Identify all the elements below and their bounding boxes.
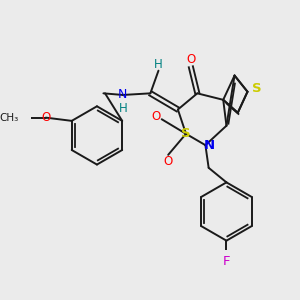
Text: S: S (181, 127, 191, 140)
Text: CH₃: CH₃ (0, 112, 18, 123)
Text: H: H (118, 102, 127, 115)
Text: S: S (252, 82, 261, 95)
Text: N: N (118, 88, 128, 101)
Text: O: O (164, 155, 173, 168)
Text: N: N (204, 139, 215, 152)
Text: O: O (41, 111, 50, 124)
Text: O: O (186, 53, 196, 66)
Text: F: F (223, 255, 230, 268)
Text: H: H (154, 58, 163, 71)
Text: O: O (151, 110, 160, 122)
